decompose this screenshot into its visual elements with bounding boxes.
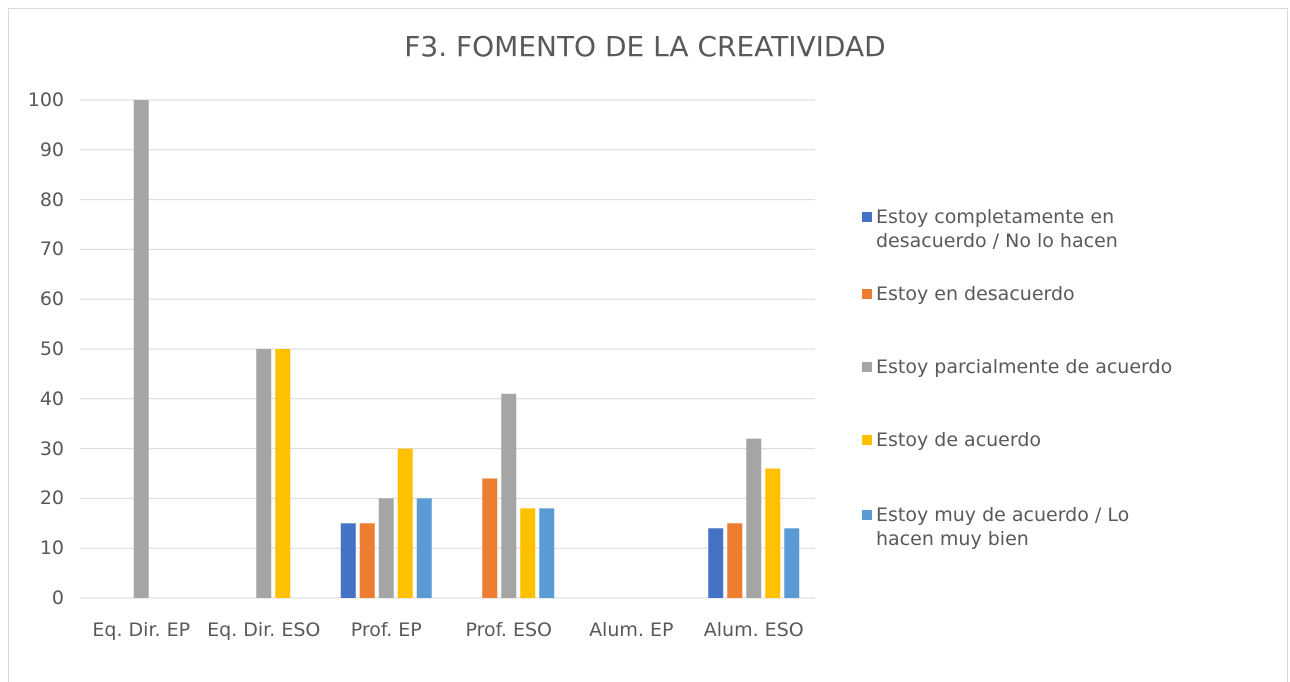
y-tick-label: 70	[39, 238, 64, 261]
y-tick-label: 0	[51, 587, 64, 609]
bar	[397, 448, 413, 598]
bar	[765, 468, 781, 598]
chart-title: F3. FOMENTO DE LA CREATIVIDAD	[404, 30, 886, 63]
y-tick-label: 60	[39, 288, 64, 311]
bar	[708, 528, 724, 598]
bar	[275, 349, 291, 598]
legend-swatch	[862, 435, 872, 445]
legend-label: Estoy en desacuerdo	[876, 283, 1075, 305]
x-tick-label: Eq. Dir. EP	[92, 619, 191, 641]
legend-swatch	[862, 510, 872, 520]
y-tick-label: 30	[39, 437, 64, 460]
legend-item: Estoy muy de acuerdo / Lo hacen muy bien	[862, 503, 1192, 551]
bar	[416, 498, 432, 598]
legend-label: Estoy parcialmente de acuerdo	[876, 356, 1173, 378]
legend-swatch	[862, 212, 872, 222]
bar	[746, 438, 762, 598]
legend-item: Estoy parcialmente de acuerdo	[862, 355, 1192, 379]
legend-label: Estoy completamente en desacuerdo / No l…	[876, 206, 1118, 252]
legend-label: Estoy muy de acuerdo / Lo hacen muy bien	[876, 504, 1130, 550]
y-tick-label: 10	[39, 537, 64, 560]
bar	[784, 528, 800, 598]
x-tick-label: Eq. Dir. ESO	[207, 619, 321, 641]
bar	[520, 508, 536, 598]
x-tick-label: Alum. EP	[589, 619, 674, 641]
x-tick-label: Alum. ESO	[703, 619, 804, 641]
y-tick-label: 80	[39, 188, 64, 211]
bar	[133, 100, 149, 598]
legend-item: Estoy completamente en desacuerdo / No l…	[862, 205, 1192, 253]
y-tick-label: 40	[39, 387, 64, 410]
x-tick-label: Prof. EP	[350, 619, 422, 641]
chart-frame	[8, 8, 1288, 682]
bar	[359, 523, 375, 598]
y-tick-label: 100	[27, 89, 64, 111]
bar	[539, 508, 555, 598]
bar	[378, 498, 394, 598]
legend-item: Estoy en desacuerdo	[862, 282, 1192, 306]
bar	[501, 393, 517, 598]
legend-swatch	[862, 289, 872, 299]
legend-label: Estoy de acuerdo	[876, 429, 1042, 451]
x-tick-label: Prof. ESO	[465, 619, 553, 641]
bar	[256, 349, 272, 598]
bar	[482, 478, 498, 598]
bar	[340, 523, 356, 598]
bar	[727, 523, 743, 598]
y-tick-label: 90	[39, 138, 64, 161]
legend-item: Estoy de acuerdo	[862, 428, 1192, 452]
y-tick-label: 20	[39, 487, 64, 510]
y-tick-label: 50	[39, 338, 64, 360]
legend-swatch	[862, 362, 872, 372]
